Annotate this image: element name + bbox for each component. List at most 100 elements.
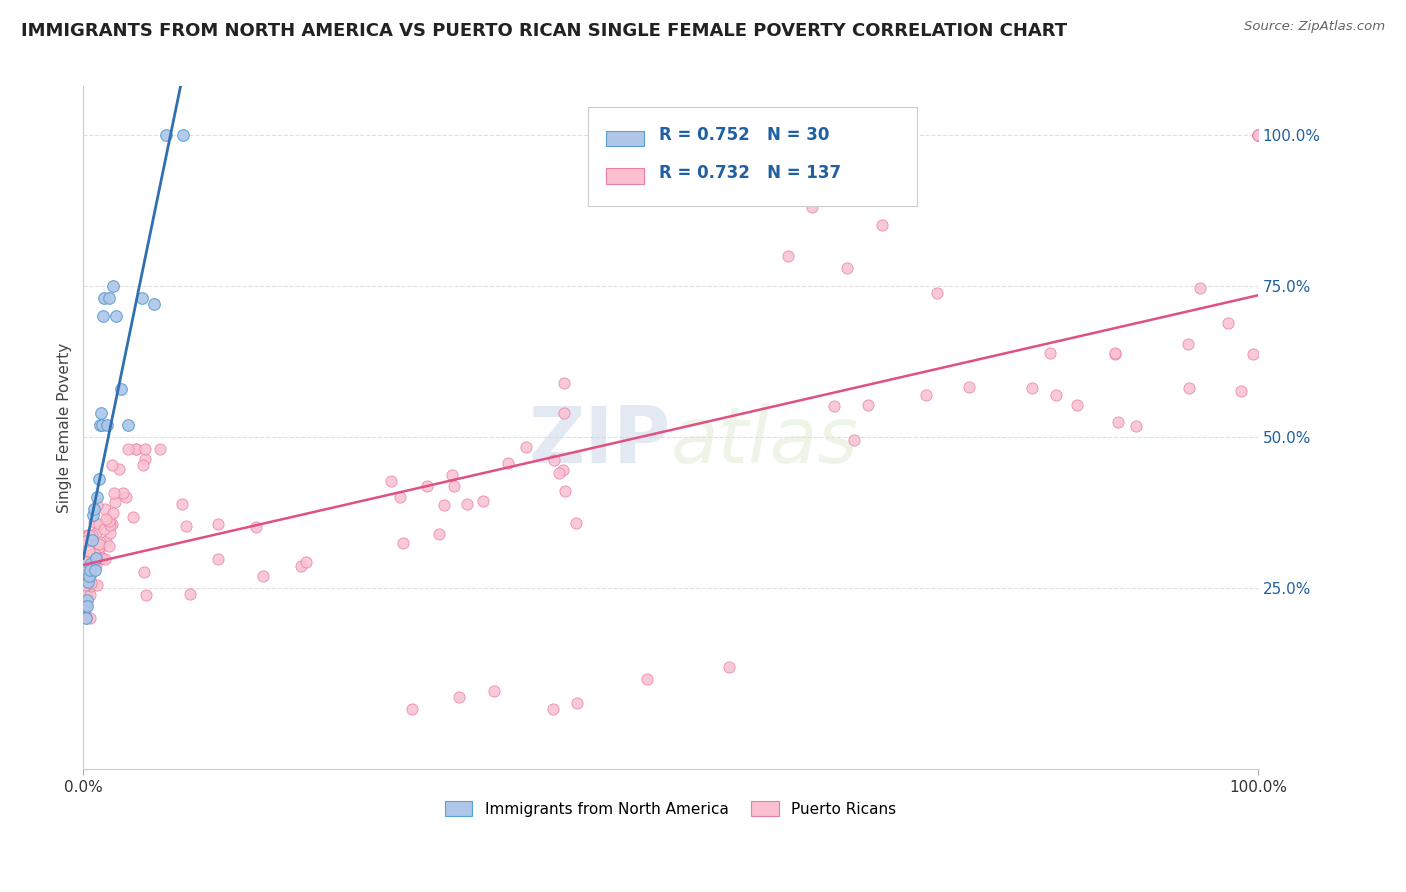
Point bbox=[91, 417, 114, 432]
Point bbox=[456, 496, 478, 510]
Point bbox=[89, 543, 111, 558]
Point bbox=[73, 570, 96, 584]
Point bbox=[111, 486, 134, 500]
Point bbox=[636, 672, 658, 686]
Point bbox=[1039, 345, 1062, 359]
Point bbox=[84, 536, 107, 550]
Point bbox=[76, 563, 98, 577]
Point bbox=[76, 593, 98, 607]
Point bbox=[76, 578, 98, 592]
Point bbox=[134, 565, 156, 579]
Point bbox=[925, 285, 948, 300]
Point bbox=[76, 585, 98, 599]
Point bbox=[89, 537, 111, 551]
Point bbox=[90, 406, 112, 420]
Point bbox=[98, 514, 121, 528]
Point bbox=[75, 597, 97, 611]
Point bbox=[553, 462, 575, 476]
Legend: Immigrants from North America, Puerto Ricans: Immigrants from North America, Puerto Ri… bbox=[439, 796, 903, 823]
Point bbox=[1066, 398, 1088, 412]
Point bbox=[179, 587, 201, 601]
Point bbox=[207, 516, 229, 531]
Point bbox=[553, 406, 575, 420]
Point bbox=[776, 249, 799, 263]
Point bbox=[134, 451, 156, 466]
Point bbox=[388, 490, 411, 504]
Text: Source: ZipAtlas.com: Source: ZipAtlas.com bbox=[1244, 20, 1385, 33]
Point bbox=[79, 570, 101, 584]
Point bbox=[135, 588, 157, 602]
Point bbox=[1229, 384, 1251, 399]
Point bbox=[86, 525, 108, 540]
Point bbox=[870, 219, 893, 233]
Point bbox=[134, 442, 156, 456]
Point bbox=[823, 399, 845, 413]
Point bbox=[87, 517, 110, 532]
Point bbox=[89, 535, 111, 549]
Point bbox=[73, 534, 96, 549]
Point bbox=[117, 442, 139, 456]
Point bbox=[91, 551, 114, 566]
Point bbox=[80, 548, 103, 562]
Point bbox=[554, 483, 576, 498]
Point bbox=[83, 502, 105, 516]
Point bbox=[392, 536, 415, 550]
Point bbox=[207, 552, 229, 566]
Point bbox=[107, 462, 129, 476]
Point bbox=[1104, 346, 1126, 360]
Point bbox=[125, 442, 148, 456]
Point bbox=[87, 472, 110, 486]
Point bbox=[484, 683, 506, 698]
Text: atlas: atlas bbox=[671, 403, 859, 480]
Point bbox=[472, 493, 495, 508]
Point bbox=[75, 555, 97, 569]
Point bbox=[84, 563, 107, 577]
Point bbox=[79, 611, 101, 625]
Point bbox=[1216, 316, 1239, 330]
Point bbox=[84, 553, 107, 567]
Point bbox=[75, 607, 97, 621]
Point bbox=[73, 564, 96, 578]
Point bbox=[1189, 280, 1212, 294]
Point bbox=[1247, 128, 1270, 142]
Point bbox=[73, 565, 96, 579]
Point bbox=[429, 526, 451, 541]
Point bbox=[80, 549, 103, 563]
Point bbox=[401, 702, 423, 716]
Point bbox=[76, 599, 98, 614]
Point bbox=[718, 659, 741, 673]
Point bbox=[77, 528, 100, 542]
Point bbox=[79, 557, 101, 571]
Text: ZIP: ZIP bbox=[529, 403, 671, 480]
Point bbox=[79, 568, 101, 582]
Point bbox=[76, 567, 98, 582]
Point bbox=[842, 433, 865, 447]
Point bbox=[155, 128, 177, 142]
Point bbox=[89, 417, 111, 432]
Point bbox=[441, 468, 464, 483]
Point bbox=[1125, 419, 1147, 434]
Point bbox=[565, 516, 588, 530]
Point bbox=[295, 555, 318, 569]
Point bbox=[98, 539, 121, 553]
Point bbox=[101, 278, 124, 293]
Point bbox=[82, 550, 104, 565]
Point bbox=[73, 552, 96, 566]
Point bbox=[1247, 128, 1270, 142]
Point bbox=[75, 569, 97, 583]
Point bbox=[1177, 337, 1199, 351]
Point bbox=[77, 569, 100, 583]
Y-axis label: Single Female Poverty: Single Female Poverty bbox=[58, 343, 72, 513]
Point bbox=[83, 515, 105, 529]
Point bbox=[89, 540, 111, 554]
Point bbox=[131, 291, 153, 305]
Point bbox=[416, 479, 439, 493]
Point bbox=[105, 309, 128, 323]
Point bbox=[172, 128, 194, 142]
Point bbox=[98, 291, 121, 305]
Point bbox=[835, 260, 858, 275]
Point bbox=[174, 519, 197, 533]
Point bbox=[543, 453, 565, 467]
Point bbox=[76, 559, 98, 574]
Point bbox=[114, 490, 136, 504]
